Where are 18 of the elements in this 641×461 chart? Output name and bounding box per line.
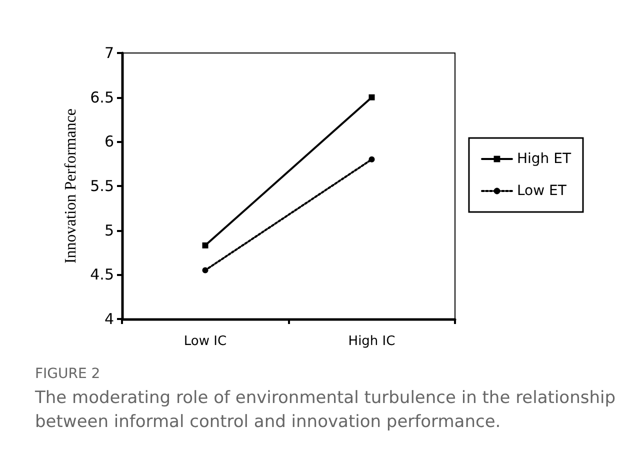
x-tick-label: High IC xyxy=(348,334,396,349)
legend-label: Low ET xyxy=(516,183,567,199)
y-tick-label: 7 xyxy=(104,44,114,62)
point xyxy=(202,242,208,248)
x-tick-label: Low IC xyxy=(184,334,227,349)
point xyxy=(368,94,375,100)
y-tick-label: 6 xyxy=(104,132,114,151)
y-tick-label: 5.5 xyxy=(90,177,114,195)
y-tick-label: 5 xyxy=(104,221,114,240)
y-tick-label: 4.5 xyxy=(90,266,114,284)
point xyxy=(368,156,375,162)
y-axis-title: Innovation Performance xyxy=(62,108,80,264)
y-tick-label: 4 xyxy=(104,310,114,328)
point xyxy=(202,267,208,274)
y-tick-label: 6.5 xyxy=(90,88,114,106)
text: The moderating role of environmental turbulence in the relationship between informal control and innovation performance. xyxy=(35,387,616,434)
caption: FIGURE 2 xyxy=(35,366,102,382)
legend-label: High ET xyxy=(516,151,572,167)
